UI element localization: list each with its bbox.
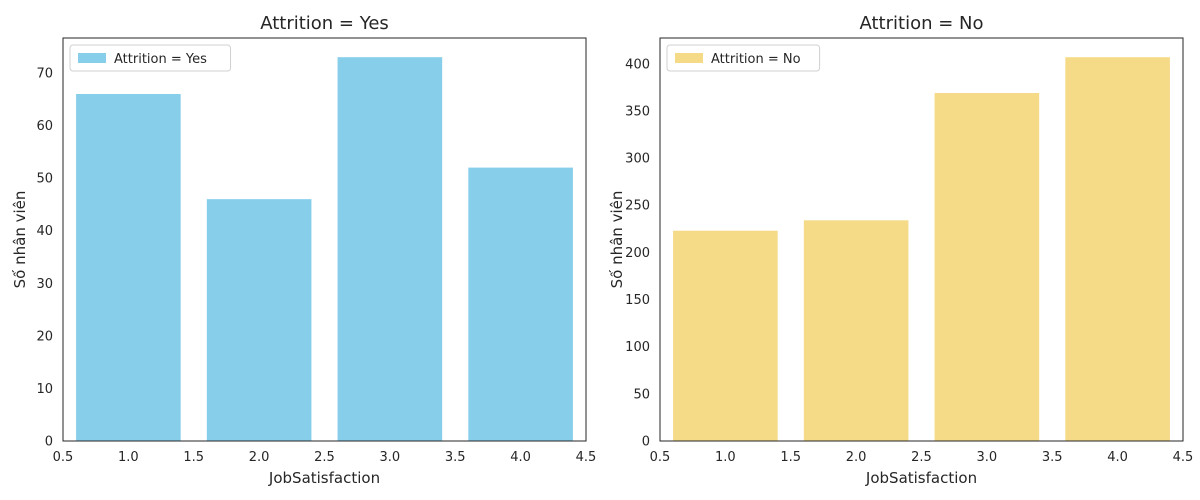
chart-title: Attrition = No: [860, 13, 984, 34]
x-tick-label: 3.0: [977, 450, 998, 465]
x-tick-label: 1.0: [715, 450, 736, 465]
chart-panel-1: 0.5 1.0 1.5 2.0 2.5 3.0 3.5 4.0 4.5 0 10 20 30 40 50 60…: [11, 13, 596, 487]
legend-label: Attrition = No: [711, 52, 801, 67]
chart-panel-2: 0.5 1.0 1.5 2.0 2.5 3.0 3.5 4.0 4.5 0 50 100 150 200 2…: [608, 13, 1193, 487]
x-tick-label: 1.5: [183, 450, 204, 465]
x-tick-label: 1.0: [118, 450, 139, 465]
legend-box: [666, 44, 821, 72]
bar-3: [934, 93, 1040, 441]
x-axis-label: JobSatisfaction: [268, 469, 380, 487]
bar-4: [468, 167, 573, 441]
y-tick-label: 60: [36, 119, 53, 134]
bar-2: [206, 199, 312, 441]
x-tick-label: 1.5: [780, 450, 801, 465]
x-tick-label: 0.5: [53, 450, 74, 465]
bar-4: [1065, 57, 1170, 441]
x-axis-label: JobSatisfaction: [865, 469, 977, 487]
axes-frame: [659, 37, 1184, 442]
y-tick-label: 300: [625, 152, 650, 167]
x-tick-label: 2.0: [846, 450, 867, 465]
y-axis-label: Số nhân viên: [608, 191, 626, 289]
bar-3: [337, 57, 443, 441]
x-tick-label: 2.5: [911, 450, 932, 465]
bar-1: [76, 93, 181, 441]
legend-box: [69, 44, 231, 72]
y-tick-label: 10: [36, 382, 53, 397]
chart-title: Attrition = Yes: [260, 13, 389, 34]
y-tick-label: 20: [36, 329, 53, 344]
legend-label: Attrition = Yes: [114, 52, 207, 67]
y-tick-label: 150: [625, 293, 650, 308]
y-axis-label: Số nhân viên: [11, 191, 29, 289]
x-tick-label: 3.5: [1042, 450, 1063, 465]
x-tick-label: 4.5: [576, 450, 597, 465]
legend-swatch: [78, 53, 106, 63]
x-tick-label: 4.5: [1173, 450, 1194, 465]
y-tick-label: 200: [625, 246, 650, 261]
y-tick-label: 0: [45, 435, 53, 450]
x-tick-label: 4.0: [1107, 450, 1128, 465]
y-tick-label: 70: [36, 66, 53, 81]
bar-1: [673, 230, 778, 441]
legend: Attrition = Yes: [69, 44, 231, 72]
y-tick-label: 0: [642, 435, 650, 450]
x-tick-label: 2.0: [249, 450, 270, 465]
legend-swatch: [675, 53, 703, 63]
x-tick-label: 3.0: [380, 450, 401, 465]
y-tick-label: 400: [625, 57, 650, 72]
y-tick-label: 250: [625, 199, 650, 214]
y-tick-label: 50: [633, 387, 650, 402]
bar-2: [803, 220, 909, 441]
x-tick-label: 3.5: [445, 450, 466, 465]
y-tick-label: 30: [36, 277, 53, 292]
axes-frame: [62, 37, 587, 442]
legend: Attrition = No: [666, 44, 821, 72]
y-tick-label: 350: [625, 104, 650, 119]
x-tick-label: 2.5: [314, 450, 335, 465]
x-tick-label: 4.0: [510, 450, 531, 465]
y-tick-label: 40: [36, 224, 53, 239]
x-tick-label: 0.5: [650, 450, 671, 465]
y-tick-label: 100: [625, 340, 650, 355]
y-tick-label: 50: [36, 172, 53, 187]
